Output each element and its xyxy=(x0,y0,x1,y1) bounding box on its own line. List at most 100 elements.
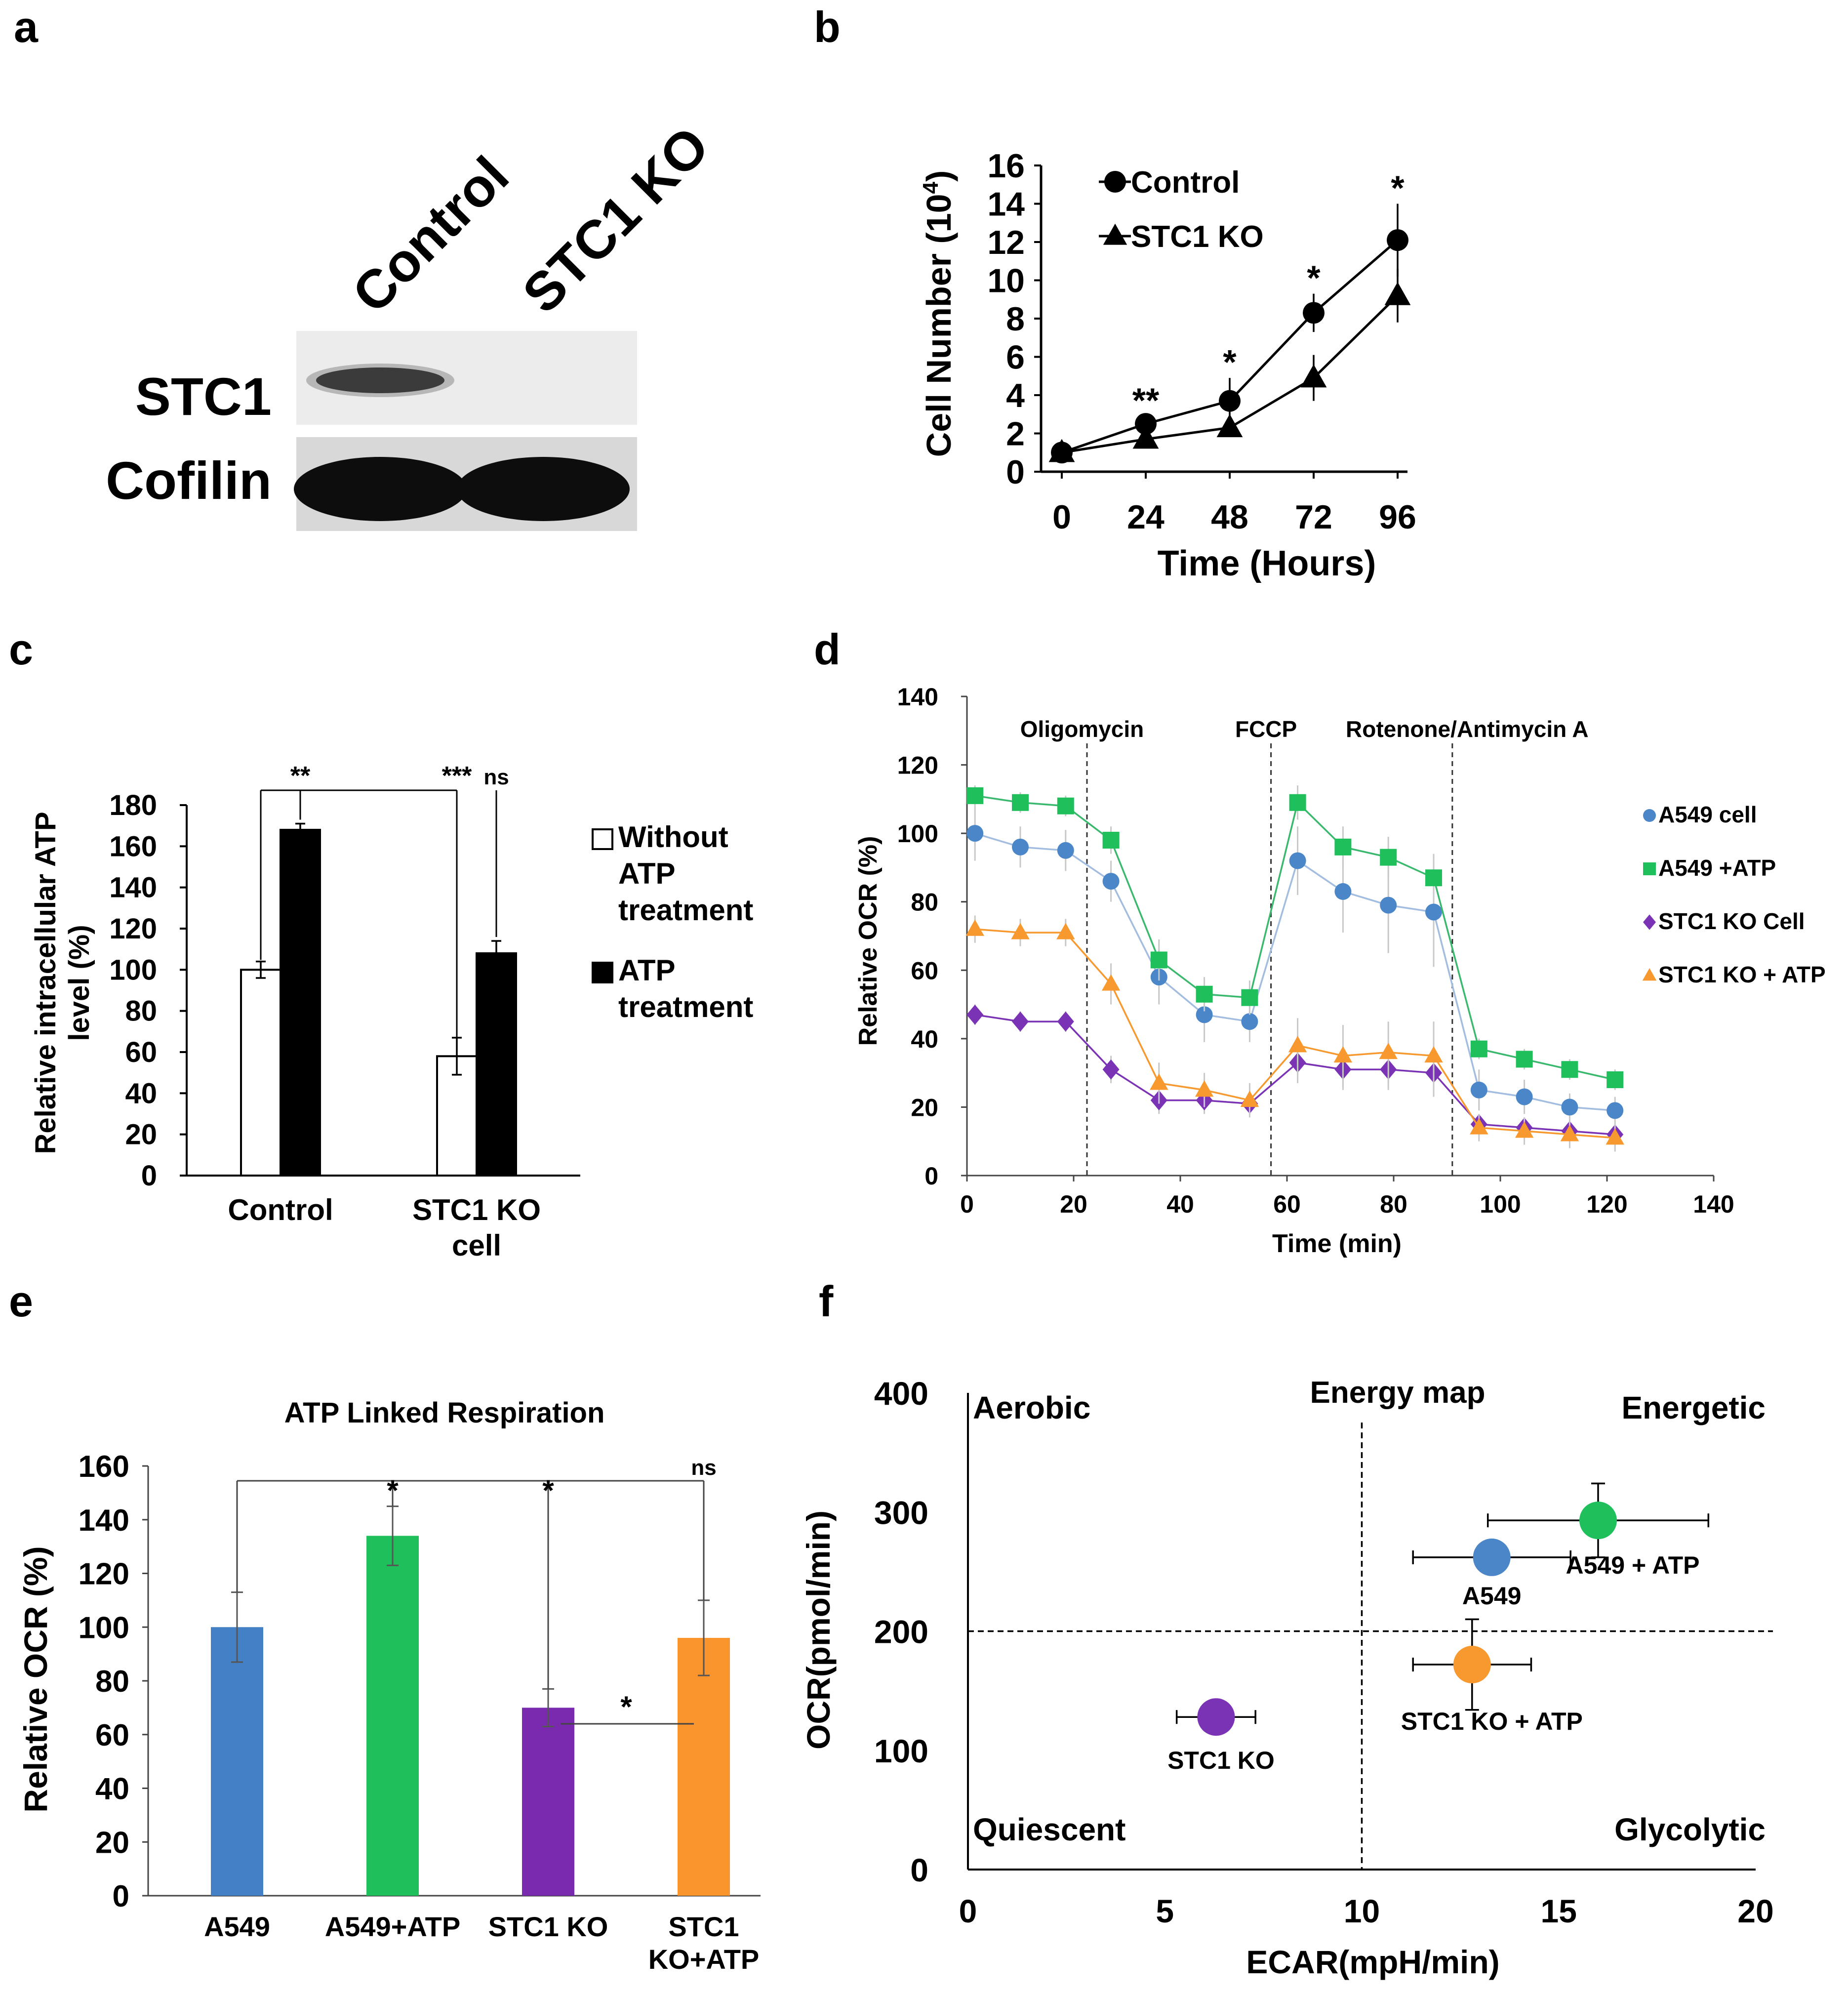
data-point xyxy=(966,787,984,804)
data-point xyxy=(1102,832,1120,849)
legend-label: Control xyxy=(1131,165,1240,200)
panel-e-category-label: STC1 xyxy=(668,1911,739,1942)
panel-f-marks: A549 A549 + ATP STC1 KO + ATP STC1 KO xyxy=(1167,1482,1710,1774)
data-point xyxy=(1379,1043,1398,1059)
point-stc1-ko: STC1 KO xyxy=(1167,1698,1275,1774)
panel-f-title: Energy map xyxy=(1310,1376,1486,1410)
panel-a-letter: a xyxy=(14,2,39,51)
injection-label: Rotenone/Antimycin A xyxy=(1346,716,1589,742)
panel-f-x-tick-label: 0 xyxy=(959,1893,977,1929)
data-point xyxy=(1470,1081,1487,1099)
series-line xyxy=(974,1014,1615,1136)
panel-d-y-tick-label: 100 xyxy=(897,820,938,848)
panel-f-letter: f xyxy=(819,1277,834,1326)
data-point xyxy=(1012,1011,1029,1032)
data-point xyxy=(1470,1040,1487,1058)
series-stc1-ko-atp xyxy=(965,915,1624,1152)
data-point xyxy=(1473,1538,1511,1576)
data-point xyxy=(1333,1046,1353,1063)
legend-label: STC1 KO + ATP xyxy=(1658,962,1826,987)
bar xyxy=(522,1708,574,1896)
data-point xyxy=(1196,985,1213,1003)
panel-f-x-tick-label: 10 xyxy=(1344,1893,1380,1929)
panel-e-category-label: STC1 KO xyxy=(488,1911,608,1942)
data-point xyxy=(1056,923,1075,939)
point-label: A549 xyxy=(1462,1582,1522,1610)
data-point xyxy=(1057,842,1074,859)
legend-label: A549 +ATP xyxy=(1658,855,1776,881)
data-point xyxy=(1101,974,1121,991)
data-point xyxy=(1300,364,1327,388)
quadrant-label: Glycolytic xyxy=(1614,1812,1766,1847)
quadrant-label: Aerobic xyxy=(973,1390,1090,1425)
panel-c-letter: c xyxy=(9,625,33,674)
panel-d-y-tick-label: 140 xyxy=(897,683,938,711)
panel-c-y-tick-label: 20 xyxy=(125,1119,157,1151)
panel-f-y-tick-label: 300 xyxy=(874,1494,928,1531)
panel-d-x-tick-label: 100 xyxy=(1480,1190,1521,1218)
legend-marker xyxy=(1642,968,1657,981)
panel-c-y-tick-label: 160 xyxy=(109,830,157,862)
panel-f-axes: 0 100 200 300 400 0 5 10 15 20 Aerobic Energetic Qui… xyxy=(874,1375,1774,1929)
panel-e-title: ATP Linked Respiration xyxy=(284,1397,605,1429)
panel-b-xlabel: Time (Hours) xyxy=(1158,544,1376,583)
panel-d-legend: A549 cell A549 +ATP STC1 KO Cell STC1 KO + … xyxy=(1642,802,1826,987)
injection-label: Oligomycin xyxy=(1020,716,1144,742)
panel-b-x-tick-label: 48 xyxy=(1211,498,1248,536)
panel-d-y-tick-label: 60 xyxy=(911,957,938,984)
data-point xyxy=(1102,1059,1120,1080)
legend-marker xyxy=(1104,171,1126,193)
data-point xyxy=(1289,852,1306,869)
data-point xyxy=(1102,873,1120,890)
bar xyxy=(366,1536,419,1896)
bar xyxy=(678,1638,730,1896)
panel-d-x-tick-label: 20 xyxy=(1060,1190,1087,1218)
lane-label-stc1-ko: STC1 KO xyxy=(511,115,721,325)
panel-b-y-tick-label: 0 xyxy=(1006,453,1025,491)
data-point xyxy=(1453,1646,1491,1684)
panel-b-y-tick-label: 16 xyxy=(987,147,1025,185)
legend-label: treatment xyxy=(618,990,753,1023)
significance-marker: ns xyxy=(483,765,509,789)
bar xyxy=(476,952,517,1177)
panel-d-marks xyxy=(965,785,1624,1152)
series-a549-cell xyxy=(966,806,1624,1125)
data-point xyxy=(1196,1006,1213,1023)
data-point xyxy=(965,919,984,936)
data-point xyxy=(1219,390,1241,412)
legend-swatch xyxy=(592,828,613,850)
panel-e-y-tick-label: 120 xyxy=(79,1557,129,1591)
data-point xyxy=(1380,896,1397,914)
data-point xyxy=(1516,1088,1533,1105)
data-point xyxy=(1216,414,1243,438)
data-point xyxy=(1289,794,1306,811)
data-point xyxy=(1515,1121,1534,1138)
panel-e-y-tick-label: 100 xyxy=(79,1611,129,1645)
data-point xyxy=(1560,1125,1579,1141)
data-point xyxy=(966,1004,984,1025)
panel-d-xlabel: Time (min) xyxy=(1272,1229,1402,1258)
point-a549-atp: A549 + ATP xyxy=(1486,1482,1710,1579)
data-point xyxy=(1132,425,1159,449)
panel-e-ylabel: Relative OCR (%) xyxy=(17,1546,54,1812)
significance-marker: ns xyxy=(691,1456,716,1480)
panel-d: d Relative OCR (%) Time (min) 0 20 40 60 80 1… xyxy=(814,625,1826,1258)
panel-f: f Energy map OCR(pmol/min) ECAR(mpH/min)… xyxy=(800,1277,1774,1980)
panel-e: e ATP Linked Respiration Relative OCR (%… xyxy=(9,1277,761,1975)
panel-c-category-label: cell xyxy=(452,1229,501,1262)
panel-d-y-tick-label: 40 xyxy=(911,1025,938,1053)
panel-b-y-tick-label: 12 xyxy=(987,224,1025,261)
panel-f-ylabel: OCR(pmol/min) xyxy=(800,1510,837,1750)
panel-e-y-tick-label: 160 xyxy=(79,1450,129,1484)
data-point xyxy=(1579,1502,1617,1540)
panel-d-y-tick-label: 20 xyxy=(911,1094,938,1121)
panel-c-y-tick-label: 100 xyxy=(109,954,157,986)
panel-d-x-tick-label: 0 xyxy=(960,1190,974,1218)
data-point xyxy=(1150,951,1167,969)
data-point xyxy=(966,825,984,842)
panel-b-x-tick-label: 0 xyxy=(1052,498,1071,536)
bar xyxy=(240,969,281,1177)
panel-e-y-tick-label: 40 xyxy=(95,1772,129,1806)
